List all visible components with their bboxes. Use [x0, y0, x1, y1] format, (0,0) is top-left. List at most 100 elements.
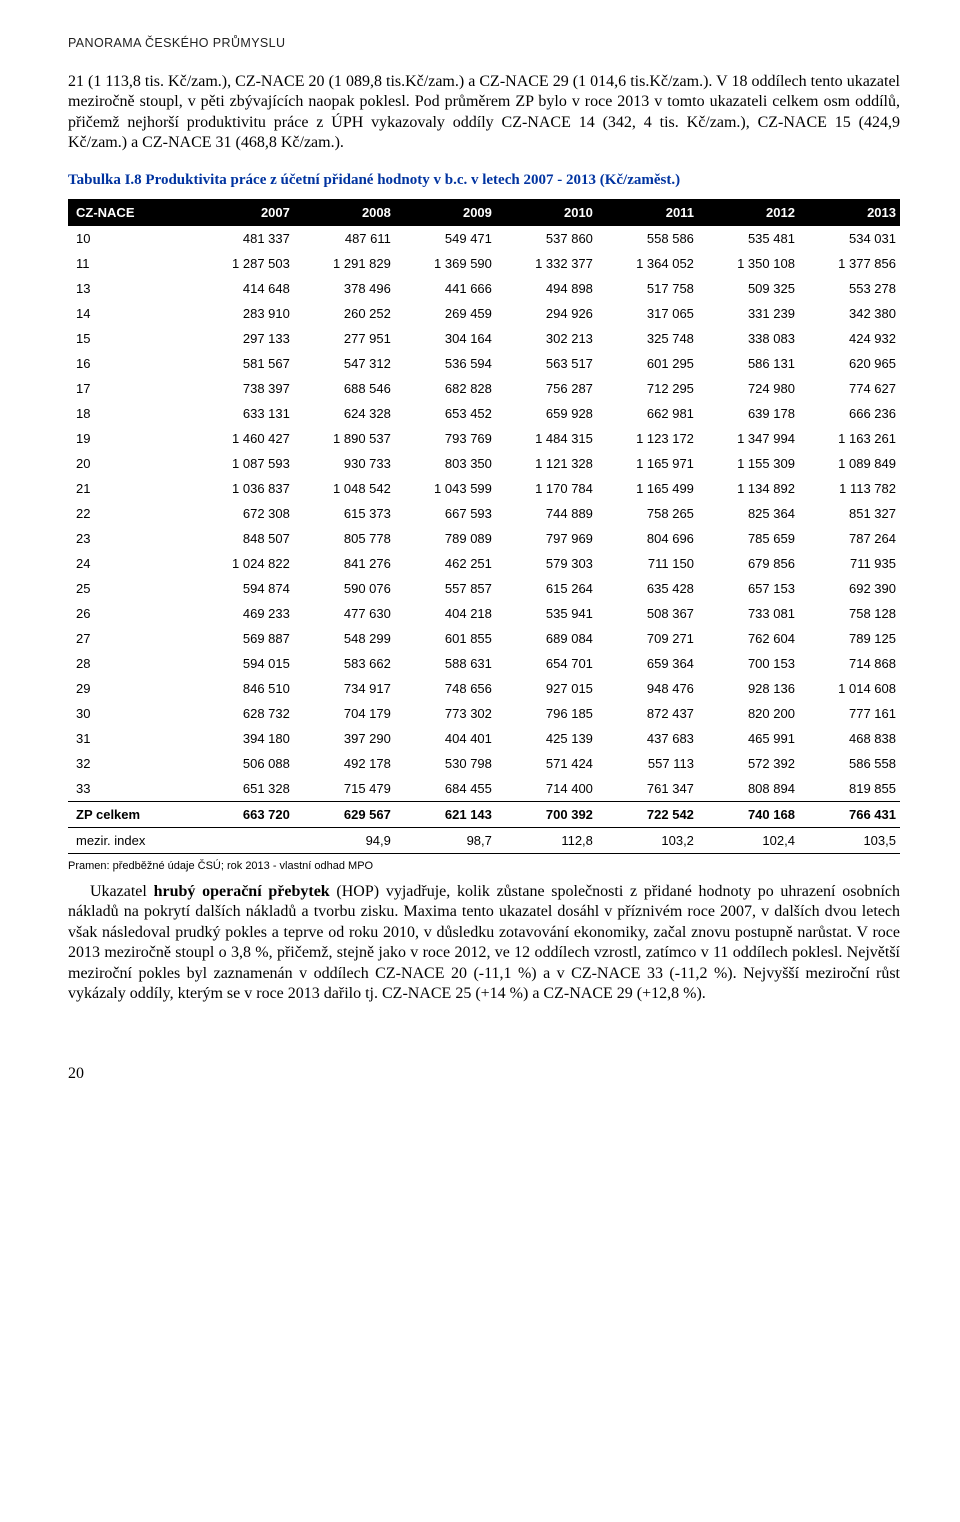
cell: 1 165 971	[597, 451, 698, 476]
cell: 848 507	[193, 526, 294, 551]
paragraph-1: 21 (1 113,8 tis. Kč/zam.), CZ-NACE 20 (1…	[68, 72, 900, 154]
cell: 825 364	[698, 501, 799, 526]
cell: 711 150	[597, 551, 698, 576]
cell: 659 928	[496, 401, 597, 426]
table-row: 13414 648378 496441 666494 898517 758509…	[68, 276, 900, 301]
cell: 535 481	[698, 226, 799, 251]
cell: 948 476	[597, 676, 698, 701]
zp-total-row: ZP celkem 663 720 629 567 621 143 700 39…	[68, 801, 900, 827]
cell: 1 291 829	[294, 251, 395, 276]
cell: 1 347 994	[698, 426, 799, 451]
index-row: mezir. index 94,9 98,7 112,8 103,2 102,4…	[68, 827, 900, 853]
cell: 851 327	[799, 501, 900, 526]
cell: 394 180	[193, 726, 294, 751]
cell: 535 941	[496, 601, 597, 626]
col-header: 2013	[799, 199, 900, 226]
cell: 684 455	[395, 776, 496, 802]
cell: 789 125	[799, 626, 900, 651]
cell: 397 290	[294, 726, 395, 751]
cell: 304 164	[395, 326, 496, 351]
cell: 1 089 849	[799, 451, 900, 476]
cell: 1 287 503	[193, 251, 294, 276]
cell: 601 295	[597, 351, 698, 376]
cell: 590 076	[294, 576, 395, 601]
table-row: 15297 133277 951304 164302 213325 748338…	[68, 326, 900, 351]
cell: 633 131	[193, 401, 294, 426]
cell: 583 662	[294, 651, 395, 676]
cell: 534 031	[799, 226, 900, 251]
cell: 492 178	[294, 751, 395, 776]
col-header: 2012	[698, 199, 799, 226]
cell: 325 748	[597, 326, 698, 351]
cell: 469 233	[193, 601, 294, 626]
cell: 22	[68, 501, 193, 526]
cell: 657 153	[698, 576, 799, 601]
cell: 785 659	[698, 526, 799, 551]
cell: 744 889	[496, 501, 597, 526]
table-row: 31394 180397 290404 401425 139437 683465…	[68, 726, 900, 751]
cell: 24	[68, 551, 193, 576]
cell: 536 594	[395, 351, 496, 376]
cell: 927 015	[496, 676, 597, 701]
cell: 17	[68, 376, 193, 401]
cell: 30	[68, 701, 193, 726]
cell: 667 593	[395, 501, 496, 526]
cell: 704 179	[294, 701, 395, 726]
cell: 714 868	[799, 651, 900, 676]
cell: 462 251	[395, 551, 496, 576]
cell: 588 631	[395, 651, 496, 676]
table-row: 241 024 822841 276462 251579 303711 1506…	[68, 551, 900, 576]
cell: 404 218	[395, 601, 496, 626]
table-caption: Tabulka I.8 Produktivita práce z účetní …	[68, 172, 900, 189]
cell: 621 143	[395, 801, 496, 827]
table-row: 28594 015583 662588 631654 701659 364700…	[68, 651, 900, 676]
cell: 487 611	[294, 226, 395, 251]
cell: 653 452	[395, 401, 496, 426]
cell: 102,4	[698, 827, 799, 853]
cell: 805 778	[294, 526, 395, 551]
cell: 28	[68, 651, 193, 676]
cell: 557 857	[395, 576, 496, 601]
cell: 733 081	[698, 601, 799, 626]
cell: 688 546	[294, 376, 395, 401]
cell: 14	[68, 301, 193, 326]
cell: 15	[68, 326, 193, 351]
cell: 689 084	[496, 626, 597, 651]
cell: 342 380	[799, 301, 900, 326]
cell: 789 089	[395, 526, 496, 551]
cell: 756 287	[496, 376, 597, 401]
cell: 557 113	[597, 751, 698, 776]
cell: 1 364 052	[597, 251, 698, 276]
cell: 103,5	[799, 827, 900, 853]
cell: 1 369 590	[395, 251, 496, 276]
cell: 563 517	[496, 351, 597, 376]
cell: 468 838	[799, 726, 900, 751]
cell: 530 798	[395, 751, 496, 776]
cell: 98,7	[395, 827, 496, 853]
col-header: 2009	[395, 199, 496, 226]
cell: 103,2	[597, 827, 698, 853]
cell: 378 496	[294, 276, 395, 301]
cell: 29	[68, 676, 193, 701]
cell: 477 630	[294, 601, 395, 626]
cell: 547 312	[294, 351, 395, 376]
table-row: 211 036 8371 048 5421 043 5991 170 7841 …	[68, 476, 900, 501]
cell: 1 121 328	[496, 451, 597, 476]
table-row: 16581 567547 312536 594563 517601 295586…	[68, 351, 900, 376]
cell: 724 980	[698, 376, 799, 401]
cell: 1 043 599	[395, 476, 496, 501]
cell: 1 155 309	[698, 451, 799, 476]
cell: 624 328	[294, 401, 395, 426]
cell: 1 087 593	[193, 451, 294, 476]
cell: 10	[68, 226, 193, 251]
cell: 740 168	[698, 801, 799, 827]
cell: 1 170 784	[496, 476, 597, 501]
page-number: 20	[68, 1065, 900, 1089]
table-row: 27569 887548 299601 855689 084709 271762…	[68, 626, 900, 651]
cell: 1 024 822	[193, 551, 294, 576]
cell: 1 134 892	[698, 476, 799, 501]
cell: 414 648	[193, 276, 294, 301]
table-source: Pramen: předběžné údaje ČSÚ; rok 2013 - …	[68, 860, 900, 872]
cell: 509 325	[698, 276, 799, 301]
col-header: 2011	[597, 199, 698, 226]
